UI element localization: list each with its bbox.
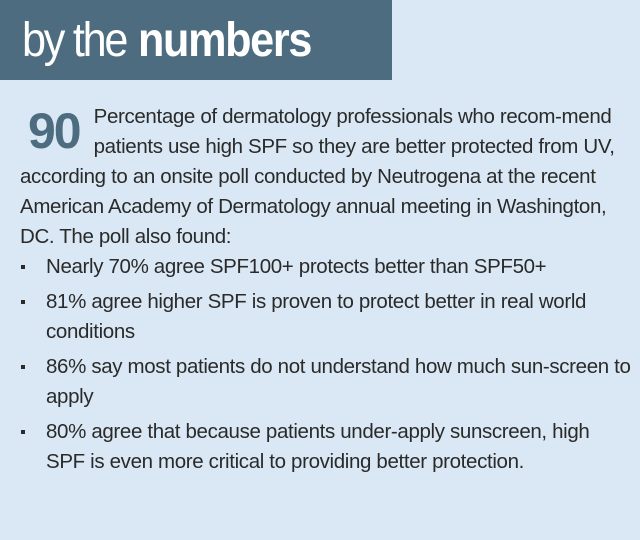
bullet-icon <box>21 265 25 269</box>
stat-number: 90 <box>28 103 82 159</box>
finding-text: 86% say most patients do not understand … <box>46 355 631 408</box>
bullet-icon <box>21 365 25 369</box>
stat-paragraph: 90 Percentage of dermatology professiona… <box>20 102 632 252</box>
finding-text: Nearly 70% agree SPF100+ protects better… <box>46 255 547 278</box>
header-light-text: by the <box>22 13 128 67</box>
stat-description: Percentage of dermatology professionals … <box>20 105 615 248</box>
section-header: by the numbers <box>0 0 392 80</box>
bullet-icon <box>21 300 25 304</box>
finding-item: 81% agree higher SPF is proven to protec… <box>20 287 632 347</box>
bullet-icon <box>21 430 25 434</box>
findings-list: Nearly 70% agree SPF100+ protects better… <box>20 252 632 477</box>
article-body: 90 Percentage of dermatology professiona… <box>20 102 632 477</box>
finding-text: 81% agree higher SPF is proven to protec… <box>46 290 587 343</box>
finding-text: 80% agree that because patients under-ap… <box>46 420 590 473</box>
finding-item: 80% agree that because patients under-ap… <box>20 417 632 477</box>
finding-item: Nearly 70% agree SPF100+ protects better… <box>20 252 632 282</box>
header-bold-text: numbers <box>137 13 312 67</box>
finding-item: 86% say most patients do not understand … <box>20 352 632 412</box>
